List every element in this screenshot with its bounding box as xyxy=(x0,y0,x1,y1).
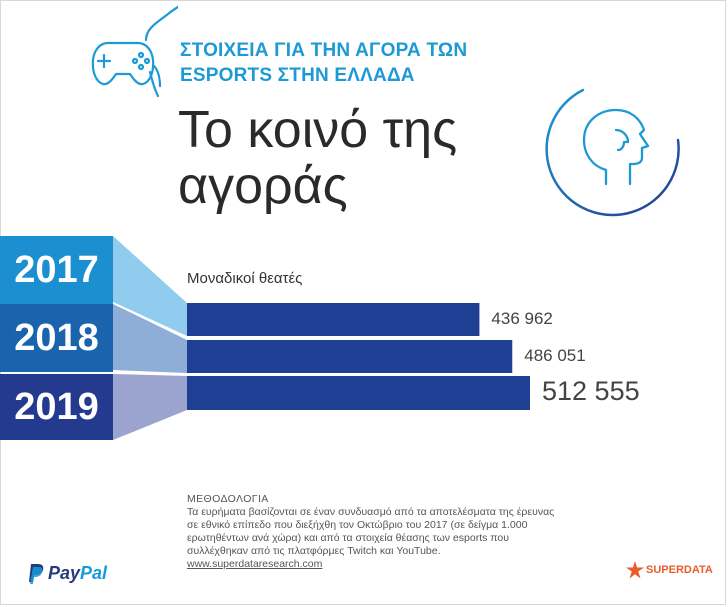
header-title: ΣΤΟΙΧΕΙΑ ΓΙΑ ΤΗΝ ΑΓΟΡΑ ΤΩΝ ESPORTS ΣΤΗΝ … xyxy=(180,38,467,88)
bar-2018 xyxy=(187,340,513,373)
value-label-2018: 486 051 xyxy=(524,345,586,365)
methodology-text: Τα ευρήματα βασίζονται σε έναν συνδυασμό… xyxy=(187,506,555,557)
superdata-logo: SUPERDATA xyxy=(626,561,713,579)
connector-band-2018 xyxy=(113,304,187,373)
year-box-2019: 2019 xyxy=(0,374,113,440)
superdata-star-icon xyxy=(626,561,644,579)
head-profile-icon xyxy=(545,88,680,217)
headline-line2: αγοράς xyxy=(178,157,348,215)
methodology-title: ΜΕΘΟΔΟΛΟΓΙΑ xyxy=(187,493,269,505)
superdata-wordmark: SUPERDATA xyxy=(646,564,713,576)
page-headline: Το κοινό της αγοράς xyxy=(178,102,457,214)
header-title-line2: ESPORTS ΣΤΗΝ ΕΛΛΑΔΑ xyxy=(180,65,415,86)
paypal-wordmark-pal: Pal xyxy=(80,563,108,583)
value-label-2019: 512 555 xyxy=(542,376,640,407)
series-label: Μοναδικοί θεατές xyxy=(187,270,303,287)
gamepad-icon xyxy=(91,5,178,98)
header-title-line1: ΣΤΟΙΧΕΙΑ ΓΙΑ ΤΗΝ ΑΓΟΡΑ ΤΩΝ xyxy=(180,40,468,61)
paypal-p-icon xyxy=(29,563,44,584)
bar-2017 xyxy=(187,303,480,336)
connector-band-2017 xyxy=(113,236,187,336)
paypal-wordmark-pay: Pay xyxy=(48,563,81,583)
methodology-link[interactable]: www.superdataresearch.com xyxy=(187,558,323,570)
connector-band-2019 xyxy=(113,374,187,440)
year-box-2017: 2017 xyxy=(0,236,113,304)
value-label-2017: 436 962 xyxy=(491,308,553,328)
year-box-2018: 2018 xyxy=(0,304,113,372)
methodology-block: ΜΕΘΟΔΟΛΟΓΙΑ Τα ευρήματα βασίζονται σε έν… xyxy=(187,493,567,571)
paypal-logo: PayPal xyxy=(28,563,107,584)
paypal-wordmark: PayPal xyxy=(48,563,107,584)
bar-2019 xyxy=(187,376,530,410)
headline-line1: Το κοινό της xyxy=(178,101,458,159)
